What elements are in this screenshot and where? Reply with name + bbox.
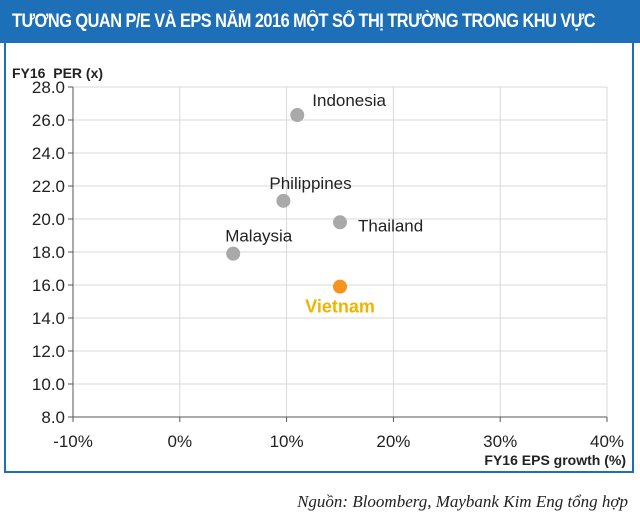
chart-header: TƯƠNG QUAN P/E VÀ EPS NĂM 2016 MỘT SỐ TH…: [0, 0, 640, 43]
point-malaysia: [226, 246, 241, 261]
point-indonesia: [290, 108, 305, 123]
x-tick-label: 0%: [168, 432, 193, 451]
y-tick-label: 10.0: [32, 375, 65, 394]
y-axis-label: FY16 PER (x): [12, 65, 103, 81]
point-label-malaysia: Malaysia: [225, 227, 293, 246]
data-points: Indonesia Philippines Thailand Malaysia Viet…: [225, 91, 423, 317]
y-tick-labels: 8.0 10.0 12.0 14.0 16.0 18.0 20.0 22.0 24.0 26.0 2…: [32, 78, 65, 427]
y-tick-label: 18.0: [32, 243, 65, 262]
y-tick-label: 20.0: [32, 210, 65, 229]
point-philippines: [276, 193, 291, 208]
point-label-indonesia: Indonesia: [312, 91, 386, 110]
y-tick-label: 24.0: [32, 144, 65, 163]
y-tick-label: 12.0: [32, 342, 65, 361]
point-vietnam: [333, 279, 347, 294]
y-tick-label: 14.0: [32, 309, 65, 328]
chart-title: TƯƠNG QUAN P/E VÀ EPS NĂM 2016 MỘT SỐ TH…: [12, 11, 596, 32]
x-tick-label: 20%: [376, 432, 410, 451]
axes: [68, 86, 608, 422]
x-tick-label: 10%: [270, 432, 304, 451]
grid-lines: [73, 86, 608, 417]
x-tick-label: 40%: [590, 432, 624, 451]
chart-frame: [4, 43, 634, 473]
x-axis-label: FY16 EPS growth (%): [484, 452, 626, 468]
x-tick-label: -10%: [53, 432, 93, 451]
point-label-philippines: Philippines: [269, 174, 351, 193]
y-tick-label: 28.0: [32, 78, 65, 97]
y-tick-label: 22.0: [32, 177, 65, 196]
source-note: Nguồn: Bloomberg, Maybank Kim Eng tổng h…: [297, 492, 628, 511]
y-tick-label: 8.0: [41, 408, 65, 427]
x-tick-label: 30%: [483, 432, 517, 451]
y-tick-label: 26.0: [32, 111, 65, 130]
y-tick-label: 16.0: [32, 276, 65, 295]
point-thailand: [333, 215, 347, 230]
point-label-vietnam: Vietnam: [305, 297, 375, 317]
x-tick-labels: -10% 0% 10% 20% 30% 40%: [53, 432, 624, 451]
point-label-thailand: Thailand: [358, 216, 423, 235]
